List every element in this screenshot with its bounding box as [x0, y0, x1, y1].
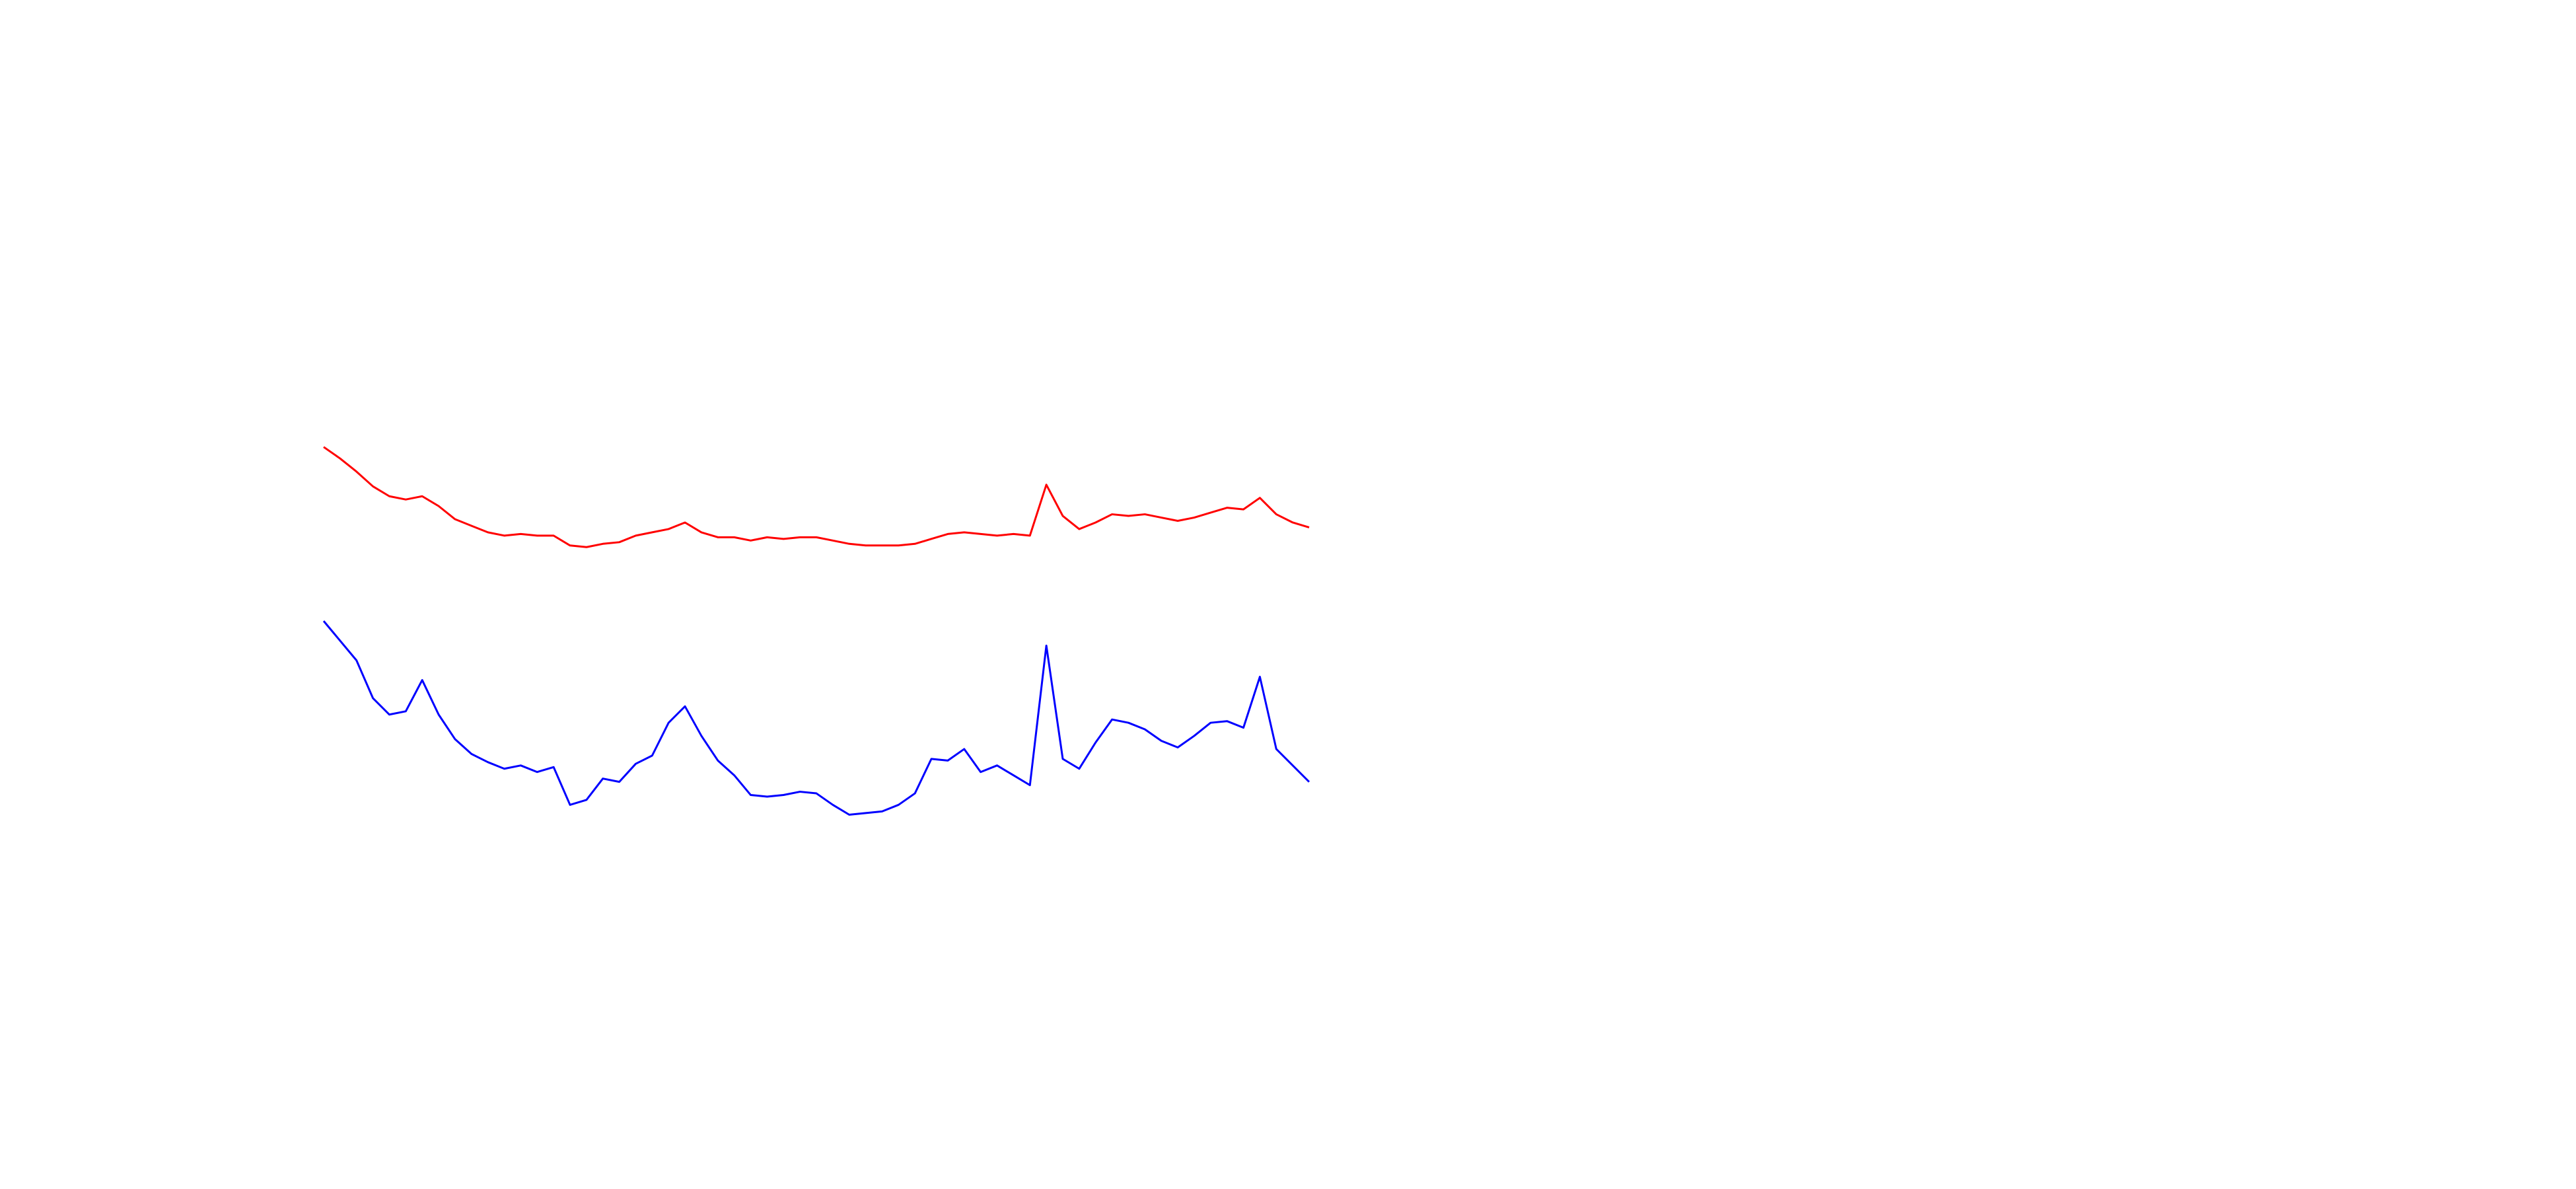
line-series [322, 620, 1310, 816]
line-series [323, 446, 1310, 548]
